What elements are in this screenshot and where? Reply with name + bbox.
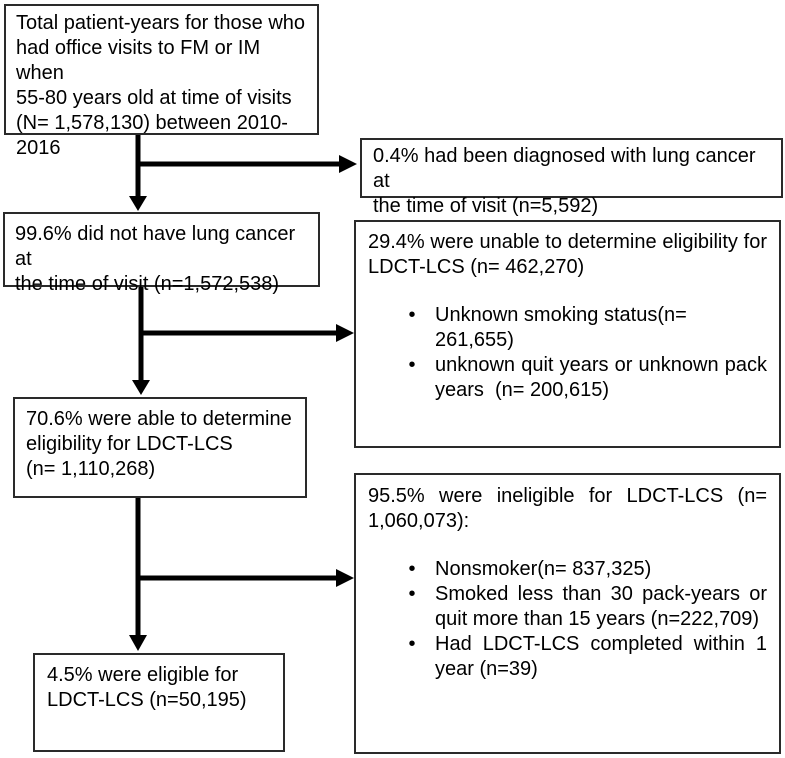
text-line: Had LDCT-LCS completed within 1 [435,633,767,655]
list-item: • Nonsmoker(n= 837,325) [368,557,767,582]
text-line: LDCT-LCS (n= 462,270) [368,256,585,278]
box-lung-cancer-at-visit: 0.4% had been diagnosed with lung cancer… [360,138,783,217]
text-line: 95.5% were ineligible for LDCT-LCS (n= [368,485,767,507]
text-line: eligibility for LDCT-LCS [26,433,233,455]
text-line: quit more than 15 years (n=222,709) [435,608,760,630]
text-line: (n= 1,110,268) [26,458,156,480]
box-total-patient-years: Total patient-years for those who had of… [4,4,319,159]
text-line: the time of visit (n=1,572,538) [15,273,280,295]
list-item: • Unknown smoking status(n= 261,655) [368,303,767,353]
bullet-list: • Nonsmoker(n= 837,325) • Smoked less th… [368,557,767,682]
text-line: 99.6% did not have lung cancer at [15,223,301,270]
text-line: had office visits to FM or IM when [16,37,266,84]
box-ineligible-for-ldct-lcs: 95.5% were ineligible for LDCT-LCS (n= 1… [354,473,781,754]
text-line: Unknown smoking status(n= 261,655) [435,304,693,351]
text-line: (N= 1,578,130) between 2010- [16,112,288,134]
bullet-list: • Unknown smoking status(n= 261,655) • u… [368,303,767,403]
text-line: 70.6% were able to determine [26,408,292,430]
text-line: unknown quit years or unknown pack [435,354,767,376]
text-line: LDCT-LCS (n=50,195) [47,689,247,711]
bullet-icon: • [408,304,416,326]
arrow-branch-to-undetermined-box [139,324,354,342]
text-line: 55-80 years old at time of visits [16,87,292,109]
text-line: 2016 [16,137,61,159]
text-line: year (n=39) [435,658,538,680]
text-line: Nonsmoker(n= 837,325) [435,558,652,580]
arrow-box3-to-box5 [132,287,150,395]
box-no-lung-cancer: 99.6% did not have lung cancer at the ti… [3,212,320,295]
list-item: • Had LDCT-LCS completed within 1 year (… [368,632,767,682]
list-item: • Smoked less than 30 pack-years or quit… [368,582,767,632]
text-line: years (n= 200,615) [435,379,609,401]
arrow-box5-to-box7 [129,498,147,651]
arrow-branch-to-ineligible-box [136,569,354,587]
box-unable-to-determine-eligibility: 29.4% were unable to determine eligibili… [354,220,781,448]
box-able-to-determine-eligibility: 70.6% were able to determine eligibility… [13,397,307,498]
text-line: 1,060,073): [368,510,470,532]
bullet-icon: • [408,633,416,655]
box-eligible-for-ldct-lcs: 4.5% were eligible for LDCT-LCS (n=50,19… [33,653,285,752]
bullet-icon: • [408,354,416,376]
text-line: 4.5% were eligible for [47,664,239,686]
list-item: • unknown quit years or unknown pack yea… [368,353,767,403]
text-line: the time of visit (n=5,592) [373,195,599,217]
bullet-icon: • [408,583,416,605]
text-line: Total patient-years for those who [16,12,306,34]
text-line: 29.4% were unable to determine eligibili… [368,231,767,253]
bullet-icon: • [408,558,416,580]
text-line: 0.4% had been diagnosed with lung cancer… [373,145,762,192]
text-line: Smoked less than 30 pack-years or [435,583,767,605]
